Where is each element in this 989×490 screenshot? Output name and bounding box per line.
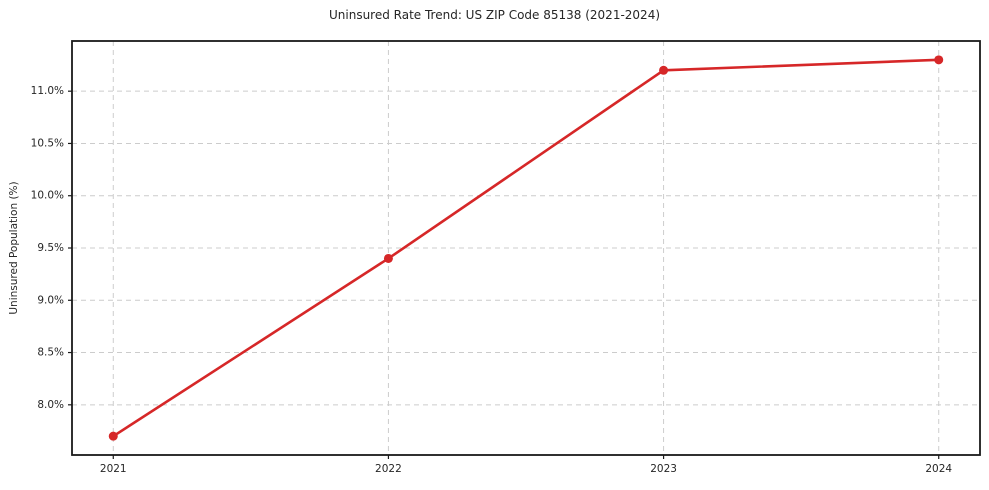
data-point: [383, 253, 393, 263]
x-tick-label: 2022: [375, 463, 402, 475]
x-tick-label: 2021: [100, 463, 127, 475]
y-tick-label: 9.5%: [37, 242, 64, 254]
trend-line: [111, 58, 941, 438]
y-tick-label: 10.5%: [31, 137, 64, 149]
x-tick-label: 2023: [650, 463, 677, 475]
y-tick-label: 8.5%: [37, 347, 64, 359]
data-point: [934, 55, 944, 65]
x-tick-label: 2024: [925, 463, 952, 475]
chart-title: Uninsured Rate Trend: US ZIP Code 85138 …: [328, 8, 661, 22]
y-tick-label: 9.0%: [37, 294, 64, 306]
data-point: [659, 65, 669, 75]
data-point: [108, 431, 118, 441]
y-tick-label: 8.0%: [37, 399, 64, 411]
y-tick-label: 10.0%: [31, 190, 64, 202]
y-tick-label: 11.0%: [31, 85, 64, 97]
